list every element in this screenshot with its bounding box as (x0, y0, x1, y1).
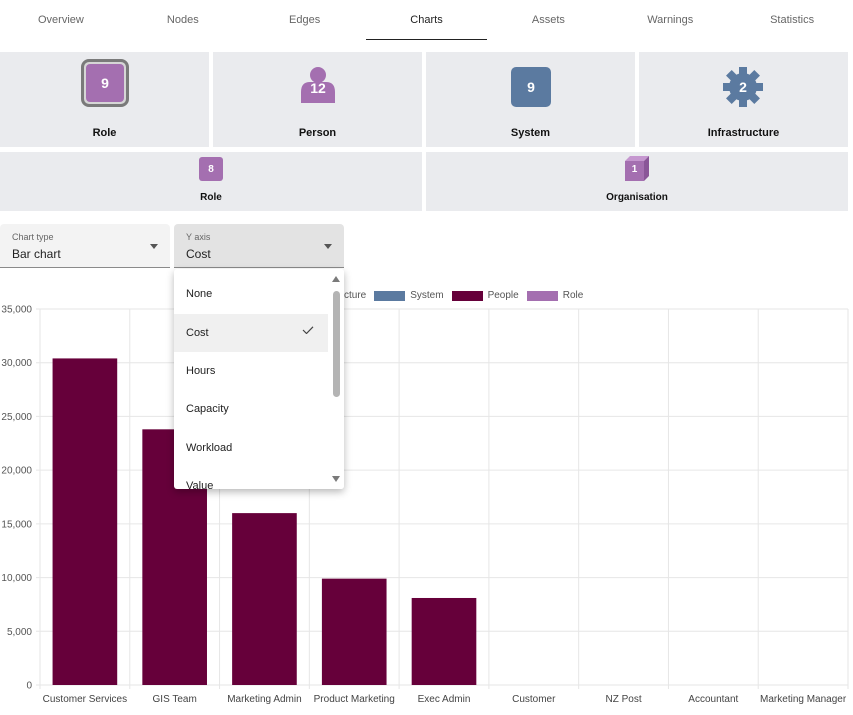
person-icon (301, 67, 335, 103)
y-tick-label: 0 (26, 681, 32, 692)
menu-item-hours[interactable]: Hours (174, 352, 328, 390)
chevron-down-icon (324, 244, 332, 249)
node-type-tile-role-2[interactable]: 8 Role (0, 152, 422, 211)
menu-item-value[interactable]: Value (174, 467, 328, 489)
role-square-icon: 8 (199, 157, 223, 181)
tab-statistics[interactable]: Statistics (770, 14, 815, 26)
x-tick-label: Customer Services (43, 694, 127, 705)
bar-chart: 0 5,000 10,000 15,000 20,000 25,000 30,000 35,0… (1, 305, 849, 705)
legend-swatch (526, 290, 558, 301)
chart-legend: cture System People Role (344, 290, 591, 301)
scroll-thumb[interactable] (333, 291, 340, 397)
y-tick-label: 30,000 (1, 358, 32, 369)
bar[interactable] (52, 358, 118, 685)
legend-label: Role (562, 290, 584, 301)
y-tick-label: 5,000 (7, 627, 32, 638)
tile-label: Person (298, 127, 337, 139)
menu-scrollbar[interactable] (328, 269, 344, 489)
infrastructure-count: 2 (739, 79, 747, 95)
y-tick-label: 15,000 (1, 519, 32, 530)
role-count: 9 (101, 75, 109, 91)
cube-icon (625, 156, 649, 181)
x-tick-label: Marketing Manager (760, 694, 847, 705)
scroll-down-icon[interactable] (332, 476, 340, 482)
menu-item-label: Capacity (186, 403, 229, 415)
chart-type-value: Bar chart (12, 247, 61, 261)
chevron-down-icon (150, 244, 158, 249)
legend-swatch (451, 290, 483, 301)
node-type-tile-infrastructure[interactable]: 2 Infrastructure (639, 52, 848, 147)
y-tick-label: 10,000 (1, 573, 32, 584)
system-count: 9 (527, 79, 535, 95)
legend-label: cture (344, 290, 367, 301)
y-axis-caption: Y axis (186, 232, 211, 242)
tile-label: Infrastructure (707, 127, 780, 139)
scroll-up-icon[interactable] (332, 276, 340, 282)
menu-item-label: Cost (186, 327, 209, 339)
y-axis-select[interactable]: Y axis Cost (174, 224, 344, 268)
node-type-tile-person[interactable]: 12 Person (213, 52, 422, 147)
legend-item[interactable]: People (451, 290, 519, 301)
menu-item-label: Workload (186, 442, 233, 454)
legend-item[interactable]: System (374, 290, 444, 301)
menu-item-workload[interactable]: Workload (174, 429, 328, 467)
legend-label: System (410, 290, 444, 301)
tab-nodes[interactable]: Nodes (166, 14, 199, 26)
legend-label: People (487, 290, 519, 301)
legend-item[interactable]: cture (344, 290, 366, 301)
role-square-icon: 9 (81, 59, 129, 107)
menu-item-label: None (186, 288, 213, 300)
legend-item[interactable]: Role (526, 290, 584, 301)
tile-label: Role (92, 127, 117, 139)
tab-bar: Overview Nodes Edges Charts Assets Warni… (0, 0, 853, 40)
bar[interactable] (321, 578, 387, 685)
tile-label: Organisation (606, 192, 668, 203)
organisation-count: 1 (631, 164, 638, 175)
tab-overview[interactable]: Overview (38, 14, 84, 26)
y-tick-label: 20,000 (1, 466, 32, 477)
y-tick-label: 25,000 (1, 412, 32, 423)
bar[interactable] (232, 513, 297, 685)
x-tick-label: Customer (512, 694, 556, 705)
menu-item-label: Hours (186, 365, 216, 377)
node-type-tile-organisation[interactable]: 1 Organisation (426, 152, 848, 211)
tab-charts[interactable]: Charts (365, 0, 488, 40)
system-square-icon: 9 (511, 67, 551, 107)
tab-assets[interactable]: Assets (531, 14, 565, 26)
menu-item-capacity[interactable]: Capacity (174, 390, 328, 428)
x-tick-label: Exec Admin (418, 694, 471, 705)
menu-item-none[interactable]: None (174, 275, 328, 313)
legend-swatch (374, 290, 406, 301)
role-count: 8 (208, 163, 214, 175)
y-axis-menu: None Cost Hours Capacity Workload Value (174, 269, 344, 489)
gear-icon (723, 67, 763, 107)
menu-item-cost[interactable]: Cost (174, 314, 328, 352)
tab-warnings[interactable]: Warnings (647, 14, 694, 26)
x-tick-label: Marketing Admin (227, 694, 301, 705)
node-type-tile-system[interactable]: 9 System (426, 52, 635, 147)
x-tick-label: Product Marketing (314, 694, 395, 705)
node-type-tile-role[interactable]: 9 Role (0, 52, 209, 147)
chart-type-caption: Chart type (12, 232, 54, 242)
tab-edges[interactable]: Edges (289, 14, 321, 26)
x-tick-label: GIS Team (153, 694, 197, 705)
tile-label: System (510, 127, 551, 139)
chart-type-select[interactable]: Chart type Bar chart (0, 224, 170, 268)
y-axis-value: Cost (186, 247, 211, 261)
menu-item-label: Value (186, 480, 214, 489)
x-tick-label: NZ Post (605, 694, 641, 705)
bar[interactable] (411, 597, 477, 685)
x-tick-label: Accountant (688, 694, 738, 705)
y-tick-label: 35,000 (1, 305, 32, 316)
person-count: 12 (310, 80, 326, 96)
tile-label: Role (200, 192, 222, 203)
check-icon (302, 326, 314, 334)
